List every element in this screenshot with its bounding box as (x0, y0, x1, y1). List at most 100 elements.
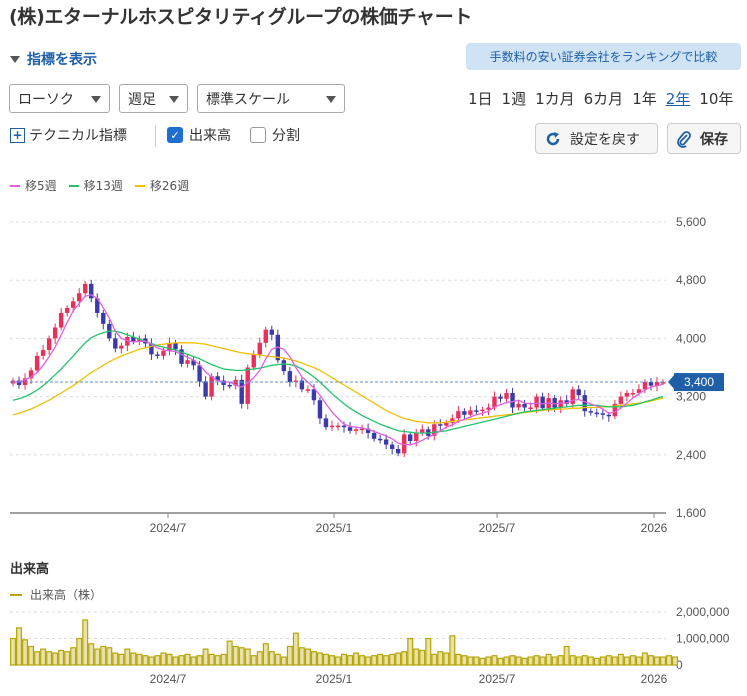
candle-body (58, 312, 64, 328)
period-unit-select[interactable]: 週足 (119, 84, 188, 113)
volume-bar (539, 656, 546, 666)
technical-indicator-button[interactable]: + テクニカル指標 (10, 125, 127, 145)
volume-bar (629, 655, 636, 666)
split-checkbox[interactable]: 分割 (250, 125, 300, 145)
chart-type-select[interactable]: ローソク (9, 84, 110, 113)
volume-bar (467, 656, 474, 666)
volume-bar (557, 655, 564, 666)
candle-body (576, 389, 581, 396)
candle-body (486, 407, 491, 410)
period-tab-6m[interactable]: 6カ月 (583, 90, 624, 108)
plus-icon: + (10, 127, 25, 143)
last-price-badge (674, 373, 724, 392)
candle-body (257, 342, 262, 355)
candle-body (227, 384, 232, 387)
candle-body (28, 370, 34, 379)
broker-ranking-button[interactable]: 手数料の安い証券会社をランキングで比較 (466, 43, 741, 70)
candle-body (552, 398, 557, 408)
legend-ma13: 移13週 (68, 177, 123, 194)
chart-type-value: ローソク (18, 91, 74, 108)
period-tab-1y[interactable]: 1年 (632, 90, 657, 108)
volume-bar (455, 653, 462, 666)
volume-bar (593, 657, 600, 666)
volume-bar (328, 655, 335, 666)
volume-bar (100, 645, 107, 666)
volume-bar (473, 656, 480, 666)
volume-bar (226, 640, 233, 666)
volume-bar (503, 656, 510, 666)
candle-body (64, 307, 70, 313)
volume-bar (232, 645, 239, 666)
candle-body (70, 301, 76, 308)
candle-body (630, 392, 636, 395)
volume-bar (605, 655, 612, 666)
volume-bar (407, 637, 414, 666)
last-price-label: 3,400 (684, 375, 714, 389)
divider (155, 125, 156, 147)
candle-body (570, 389, 575, 404)
period-tab-10y[interactable]: 10年 (699, 90, 734, 108)
candle-body (636, 389, 642, 393)
candle-body (510, 392, 515, 408)
candle-body (432, 424, 437, 436)
volume-x-tick-label: 2025/7 (479, 672, 516, 686)
candle-body (353, 429, 359, 431)
scale-value: 標準スケール (206, 91, 290, 108)
candle-body (245, 367, 250, 404)
x-tick-label: 2024/7 (150, 521, 187, 535)
candle-body (167, 342, 172, 351)
candle-body (395, 448, 401, 454)
volume-bar (280, 656, 287, 666)
reset-settings-button[interactable]: 設定を戻す (535, 123, 658, 154)
volume-bar (353, 652, 360, 666)
y-tick-label: 3,200 (676, 390, 706, 404)
candle-body (480, 409, 485, 412)
candle-body (155, 354, 160, 356)
volume-bar (316, 652, 323, 666)
volume-bar (425, 637, 432, 666)
volume-bar (136, 653, 143, 666)
volume-bar (190, 656, 197, 666)
candle-body (335, 425, 341, 428)
period-tab-1w[interactable]: 1週 (501, 90, 527, 108)
y-tick-label: 4,800 (676, 273, 706, 287)
candle-body (233, 379, 238, 386)
candle-body (468, 410, 473, 415)
period-tab-2y[interactable]: 2年 (665, 90, 691, 108)
volume-checkbox[interactable]: ✓ 出来高 (167, 125, 231, 145)
scale-select[interactable]: 標準スケール (197, 84, 345, 113)
volume-bar (509, 655, 516, 666)
volume-bar (322, 653, 329, 666)
save-button[interactable]: 保存 (667, 123, 741, 154)
candle-body (462, 411, 467, 415)
volume-bar (533, 655, 540, 666)
candle-body (281, 360, 287, 372)
volume-bar (196, 655, 203, 666)
show-indicators-label: 指標を表示 (27, 52, 97, 68)
triangle-down-icon (10, 55, 20, 63)
show-indicators-toggle[interactable]: 指標を表示 (10, 49, 97, 69)
volume-bar (437, 651, 444, 666)
period-tab-1d[interactable]: 1日 (468, 90, 493, 108)
volume-bar (395, 652, 402, 666)
candle-body (317, 400, 323, 419)
legend-ma13-label: 移13週 (83, 179, 123, 193)
technical-indicator-label: テクニカル指標 (29, 128, 127, 144)
volume-bar (298, 647, 305, 666)
legend-ma5-label: 移5週 (25, 179, 57, 193)
volume-bar (142, 655, 149, 666)
volume-legend: 出来高（株） (10, 586, 102, 603)
volume-bar (94, 648, 101, 666)
period-tab-1m[interactable]: 1カ月 (535, 90, 575, 108)
candle-body (642, 382, 648, 390)
candle-body (456, 411, 461, 419)
candle-body (450, 418, 455, 423)
volume-bar (268, 651, 275, 666)
candle-body (389, 444, 395, 449)
candle-body (383, 439, 389, 445)
volume-bar (214, 655, 221, 666)
candle-body (522, 403, 527, 408)
volume-bar (449, 635, 456, 666)
volume-bar (106, 647, 113, 666)
y-tick-label: 2,400 (676, 448, 706, 462)
